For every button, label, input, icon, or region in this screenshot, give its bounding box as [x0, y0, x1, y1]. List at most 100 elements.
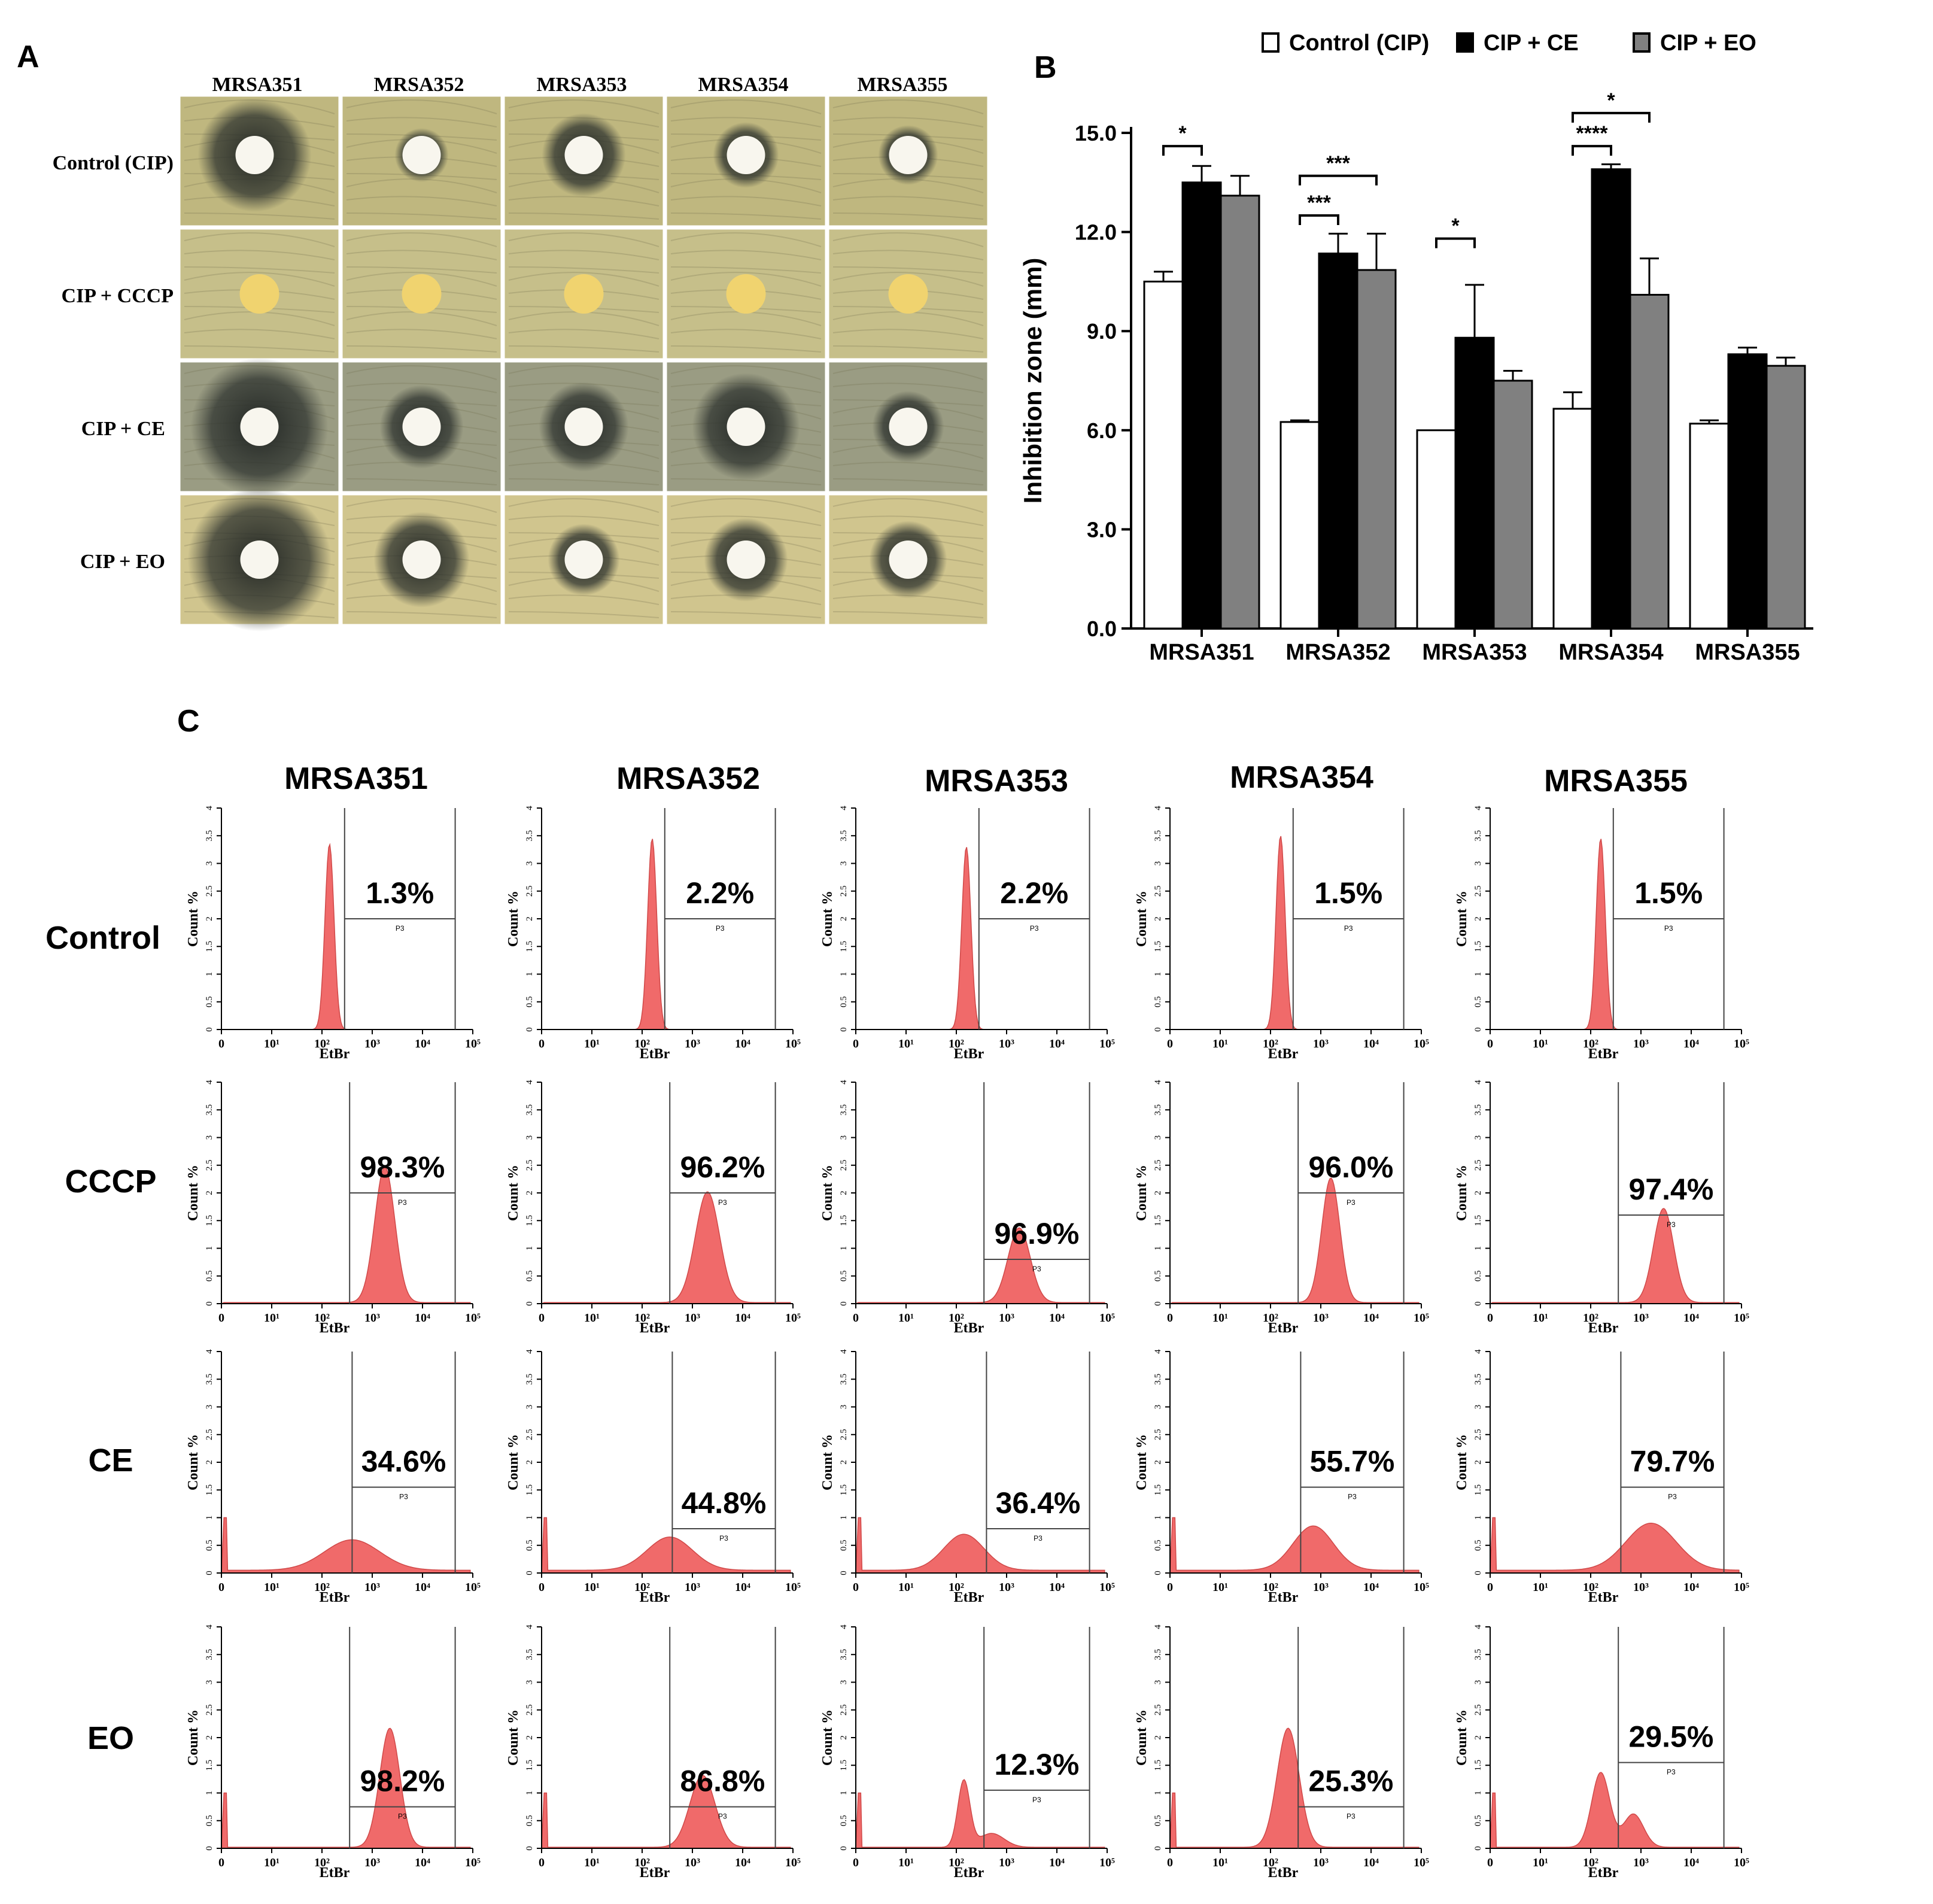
bar	[1689, 423, 1730, 630]
plate-tile	[341, 493, 503, 626]
y-tick-label: 1.5	[525, 1215, 534, 1226]
y-tick-label: 4	[525, 806, 534, 810]
y-tick-label: 6.0	[1087, 418, 1117, 443]
y-tick-label: 1.5	[1153, 1760, 1163, 1771]
legend-swatch	[1262, 32, 1279, 53]
y-tick-label: 12.0	[1075, 220, 1117, 245]
y-tick-label: 2.5	[1473, 1159, 1483, 1171]
x-tick-label: 10³	[999, 1856, 1014, 1869]
plate-row-label: CIP + CCCP	[62, 285, 174, 307]
y-tick-label: 1	[205, 1791, 214, 1796]
histogram-area	[856, 847, 1105, 1030]
y-tick-label: 1	[839, 1246, 849, 1251]
y-tick-label: 4	[525, 1080, 534, 1085]
bar	[1727, 353, 1768, 630]
x-tick-label: 10⁵	[1414, 1856, 1429, 1869]
panel-c-flow-cytometry: MRSA351 MRSA352 MRSA353 MRSA354 MRSA355 Contr…	[45, 760, 1749, 1881]
antibiotic-disc	[889, 540, 928, 579]
gate-percentage: 97.4%	[1629, 1173, 1714, 1206]
y-axis-label: Count %	[1134, 1709, 1150, 1766]
y-tick-label: 1	[839, 972, 849, 977]
y-tick-label: 2.5	[205, 1159, 214, 1171]
y-tick-label: 3.5	[839, 1374, 849, 1385]
x-tick-label: 10¹	[898, 1311, 914, 1325]
antibiotic-disc	[889, 408, 928, 446]
y-tick-label: 3.5	[839, 1104, 849, 1116]
y-tick-label: 2	[1153, 1191, 1163, 1195]
y-tick-label: 4	[205, 806, 214, 810]
gate-label: P3	[399, 1493, 408, 1501]
gate-percentage: 1.5%	[1634, 876, 1703, 910]
x-tick-label: 10³	[685, 1856, 700, 1869]
y-tick-label: 3.5	[1473, 1104, 1483, 1116]
y-tick-label: 0	[1473, 1027, 1483, 1032]
x-axis-label: EtBr	[320, 1865, 350, 1881]
x-axis-label: EtBr	[320, 1046, 350, 1062]
x-tick-label: 10²	[314, 1037, 330, 1050]
x-axis-label: EtBr	[1588, 1046, 1619, 1062]
x-tick-label: 10⁵	[785, 1037, 801, 1050]
x-tick-label: MRSA352	[1285, 640, 1390, 665]
x-tick-label: 10¹	[264, 1581, 279, 1594]
y-tick-label: 1.5	[1153, 1215, 1163, 1226]
gate-label: P3	[1348, 1493, 1357, 1501]
gate-percentage: 29.5%	[1629, 1720, 1714, 1754]
y-tick-label: 0	[525, 1846, 534, 1851]
y-tick-label: 1	[525, 1246, 534, 1251]
x-tick-label: 10¹	[584, 1311, 600, 1325]
y-tick-label: 1.5	[1153, 1484, 1163, 1496]
y-tick-label: 0	[205, 1571, 214, 1575]
x-tick-label: 10⁵	[1099, 1856, 1115, 1869]
x-axis-label: EtBr	[1588, 1320, 1619, 1336]
y-tick-label: 1.5	[1473, 941, 1483, 952]
y-tick-label: 1.5	[839, 1760, 849, 1771]
gate-label: P3	[1030, 924, 1039, 933]
plate-column-label: MRSA355	[857, 74, 947, 96]
gate-percentage: 86.8%	[680, 1765, 765, 1798]
y-axis-label: Count %	[820, 1165, 835, 1221]
gate-label: P3	[1667, 1220, 1676, 1229]
x-tick-label: 10³	[999, 1311, 1014, 1325]
y-tick-label: 0.5	[525, 1815, 534, 1826]
x-tick-label: 10⁴	[1683, 1856, 1699, 1869]
y-tick-label: 0	[1473, 1571, 1483, 1575]
bar	[1181, 181, 1222, 630]
panel-letter-a: A	[17, 40, 39, 74]
y-tick-label: 3	[205, 1135, 214, 1140]
y-tick-label: 4	[839, 1080, 849, 1085]
y-tick-label: 2	[839, 1735, 849, 1740]
x-tick-label: 10²	[1583, 1856, 1598, 1869]
y-tick-label: 0.5	[1473, 1815, 1483, 1826]
y-tick-label: 1	[205, 1516, 214, 1520]
x-tick-label: 10⁵	[785, 1856, 801, 1869]
significance-bracket: *	[1572, 89, 1651, 123]
histogram-plot: 0 0.5 1 1.5 2 2.5 3 3.5 4 0 10¹ 10² 10³ 10⁴ 10⁵ EtBr Cou…	[1134, 806, 1429, 1062]
gate-label: P3	[718, 1198, 727, 1207]
y-tick-label: 4	[1473, 806, 1483, 810]
y-tick-label: 2.5	[1153, 1159, 1163, 1171]
x-tick-label: 10³	[999, 1581, 1014, 1594]
x-tick-label: 0	[539, 1311, 545, 1325]
x-tick-label: 10¹	[1533, 1581, 1548, 1594]
y-tick-label: 0.5	[205, 1815, 214, 1826]
x-tick-label: 10³	[999, 1037, 1014, 1050]
x-tick-label: 0	[218, 1856, 224, 1869]
gate-percentage: 36.4%	[996, 1486, 1081, 1520]
plate-tile	[503, 227, 665, 360]
histogram-area	[541, 1775, 791, 1849]
y-tick-label: 1.5	[839, 941, 849, 952]
y-tick-label: 1	[1473, 972, 1483, 977]
y-tick-label: 0	[525, 1301, 534, 1306]
y-axis-label: Count %	[186, 1709, 201, 1766]
x-tick-label: 10⁴	[1049, 1037, 1065, 1050]
y-tick-label: 4	[1153, 806, 1163, 810]
x-tick-label: 10⁵	[465, 1311, 481, 1325]
plate-column-label: MRSA352	[373, 74, 464, 96]
x-tick-label: MRSA355	[1695, 640, 1800, 665]
x-tick-label: 10³	[364, 1311, 380, 1325]
y-tick-label: 4	[525, 1349, 534, 1354]
x-tick-label: 10⁵	[1414, 1311, 1429, 1325]
x-tick-label: 10¹	[264, 1037, 279, 1050]
cytometry-row-label: Control	[45, 920, 160, 956]
x-tick-label: 10²	[314, 1856, 330, 1869]
